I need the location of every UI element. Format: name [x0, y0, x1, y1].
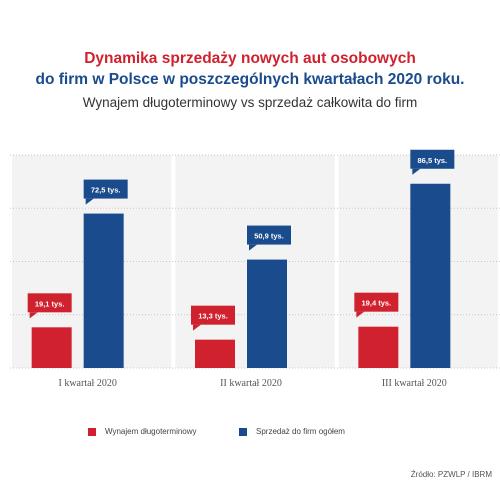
category-label: I kwartał 2020 — [59, 378, 117, 389]
data-label: 50,9 tys. — [254, 232, 284, 241]
category-label: II kwartał 2020 — [220, 378, 282, 389]
data-label: 19,4 tys. — [362, 299, 392, 308]
legend-swatch-blue — [239, 427, 247, 436]
legend-label-sprzedaz: Sprzedaż do firm ogółem — [256, 427, 345, 436]
bar-sprzedaz — [247, 259, 287, 368]
category-label: III kwartał 2020 — [382, 378, 447, 389]
data-label: 19,1 tys. — [35, 299, 65, 308]
bar-sprzedaz — [83, 213, 124, 368]
data-label-box — [247, 225, 291, 245]
legend-item-wynajem: Wynajem długoterminowy — [88, 427, 197, 436]
bar-wynajem — [358, 326, 399, 368]
data-label-pointer — [29, 312, 38, 319]
data-label-pointer — [85, 198, 94, 205]
legend-item-sprzedaz: Sprzedaż do firm ogółem — [239, 427, 345, 436]
data-label-box — [354, 292, 399, 312]
data-label-pointer — [412, 168, 421, 175]
chart-title-line2: do firm w Polsce w poszczególnych kwarta… — [35, 71, 465, 88]
legend-swatch-red — [88, 427, 96, 436]
bar-wynajem — [195, 339, 235, 368]
data-label: 72,5 tys. — [91, 186, 121, 195]
data-label-pointer — [356, 311, 365, 318]
bar-sprzedaz — [410, 183, 451, 368]
data-label-pointer — [193, 324, 201, 331]
data-label-box — [191, 305, 235, 325]
data-label: 13,3 tys. — [198, 312, 228, 321]
bar-wynajem — [31, 327, 72, 368]
data-label-box — [83, 179, 128, 199]
chart-subtitle: Wynajem długoterminowy vs sprzedaż całko… — [82, 95, 418, 110]
data-label-pointer — [249, 244, 257, 251]
data-label-box — [27, 293, 72, 313]
source-note: Źródło: PZWLP / IBRM — [410, 470, 492, 479]
data-label: 86,5 tys. — [418, 156, 448, 165]
data-label-box — [410, 149, 455, 169]
legend-label-wynajem: Wynajem długoterminowy — [105, 427, 197, 436]
chart-title-line1: Dynamika sprzedaży nowych aut osobowych — [84, 50, 416, 67]
